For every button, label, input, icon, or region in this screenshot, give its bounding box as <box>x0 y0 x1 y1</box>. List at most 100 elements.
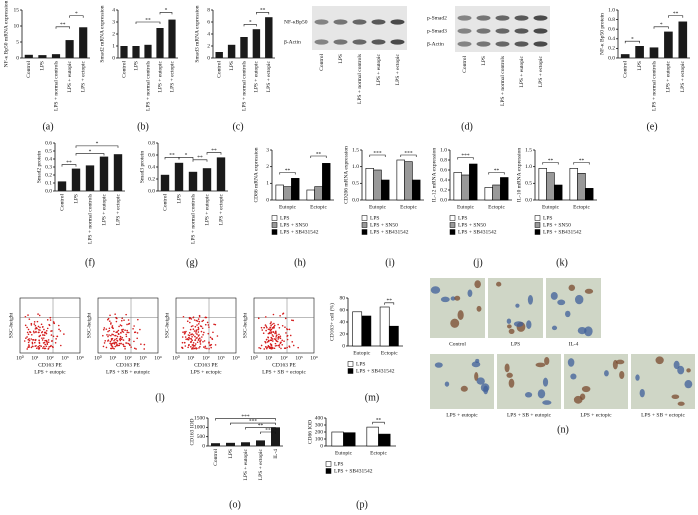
cell <box>474 372 479 381</box>
cell <box>480 383 490 392</box>
significance-bracket <box>279 172 296 175</box>
significance-label: *** <box>373 150 382 156</box>
bar <box>24 54 33 58</box>
cell <box>673 360 680 370</box>
flow-event <box>181 341 184 344</box>
y-tick-label: 1.0 <box>608 7 615 13</box>
significance-label: ** <box>60 22 66 28</box>
flow-event <box>268 347 271 349</box>
y-tick-label: 1.5 <box>525 147 532 153</box>
y-tick-label: 0 <box>320 443 323 449</box>
flow-event <box>37 346 39 348</box>
flow-event <box>29 331 32 334</box>
flow-event <box>110 347 113 350</box>
flow-event <box>111 325 114 327</box>
x-tick-label: Control <box>59 194 65 211</box>
bar <box>113 154 123 191</box>
bar <box>314 186 323 201</box>
micrograph-caption: Control <box>449 341 466 347</box>
flow-event <box>211 338 214 340</box>
legend-label: LPS + SB431542 <box>543 229 582 235</box>
lane-label: Control <box>319 54 325 71</box>
legend-label: LPS + SB431542 <box>370 229 409 235</box>
micrograph-caption: LPS + eutopic <box>446 412 478 418</box>
bar <box>283 186 292 201</box>
flow-event <box>118 325 120 328</box>
bar <box>469 163 478 201</box>
flow-event <box>133 340 135 343</box>
flow-event <box>257 317 260 320</box>
flow-event <box>39 344 41 347</box>
y-tick-label: 3 <box>266 147 269 153</box>
flow-event <box>38 347 41 350</box>
bar <box>188 171 198 191</box>
flow-event <box>116 331 118 333</box>
flow-event <box>42 342 45 344</box>
flow-event <box>195 330 197 333</box>
flow-y-label: SSC-height <box>164 312 170 338</box>
flow-event <box>269 322 272 325</box>
significance-bracket <box>69 15 84 18</box>
bar <box>577 173 586 201</box>
y-axis-label: CD86 IOD <box>307 420 313 444</box>
bar <box>57 181 67 191</box>
x-tick-label: Control <box>162 194 168 211</box>
flow-event <box>60 344 62 347</box>
flow-event <box>183 341 186 344</box>
legend-swatch <box>534 215 541 221</box>
y-tick-label: 40 <box>340 319 346 325</box>
bar <box>585 188 594 201</box>
significance-bracket <box>55 26 70 29</box>
legend-swatch <box>347 368 354 374</box>
x-tick-label: LPS + normal controls <box>241 61 247 111</box>
flow-event <box>105 328 108 330</box>
y-axis-label: CD163+ cell (%) <box>328 303 335 341</box>
lane-label: LPS + eutopic <box>519 55 525 87</box>
panel-label: (b) <box>137 121 149 132</box>
flow-event <box>187 344 190 347</box>
x-tick-label: LPS + eutopic <box>67 60 73 92</box>
flow-event <box>271 346 273 348</box>
flow-x-tick: 10⁰ <box>94 354 103 361</box>
flow-event <box>33 323 36 325</box>
cell <box>513 321 524 327</box>
flow-event <box>123 319 125 321</box>
legend-swatch <box>325 461 332 467</box>
bar <box>461 174 470 201</box>
cell <box>574 294 584 305</box>
flow-event <box>126 329 128 332</box>
bar <box>240 37 248 58</box>
flow-event <box>265 338 268 341</box>
x-tick-label: LPS + eutopic <box>204 193 210 225</box>
y-tick-label: 0.8 <box>148 140 155 146</box>
flow-event <box>200 339 202 341</box>
flow-event <box>182 331 184 333</box>
cell <box>684 380 693 389</box>
y-tick-label: 0.0 <box>608 55 615 61</box>
bar <box>678 21 688 58</box>
flow-event <box>33 331 35 334</box>
y-axis-label: Smad2 mRNA expression <box>99 5 105 62</box>
significance-bracket <box>192 159 208 162</box>
flow-event <box>41 330 44 333</box>
x-tick-label: Control <box>26 61 32 78</box>
flow-event <box>114 313 116 315</box>
flow-event <box>39 329 41 331</box>
y-tick-label: 0.2 <box>148 176 155 182</box>
x-tick-label: LPS + ectopic <box>680 60 686 92</box>
blot-band <box>495 41 510 47</box>
y-tick-label: 0 <box>112 55 115 61</box>
flow-event <box>132 327 134 330</box>
flow-event <box>270 324 272 327</box>
bar <box>291 178 300 201</box>
flow-event <box>279 335 282 338</box>
lane-label: LPS <box>481 56 487 65</box>
y-tick-label: 1.0 <box>525 164 532 170</box>
flow-event <box>125 342 127 344</box>
lane-label: Control <box>462 56 468 73</box>
flow-event <box>261 329 264 331</box>
flow-event <box>128 339 130 342</box>
panel-label: (j) <box>473 257 482 268</box>
flow-event <box>191 339 193 342</box>
bar <box>343 432 356 447</box>
